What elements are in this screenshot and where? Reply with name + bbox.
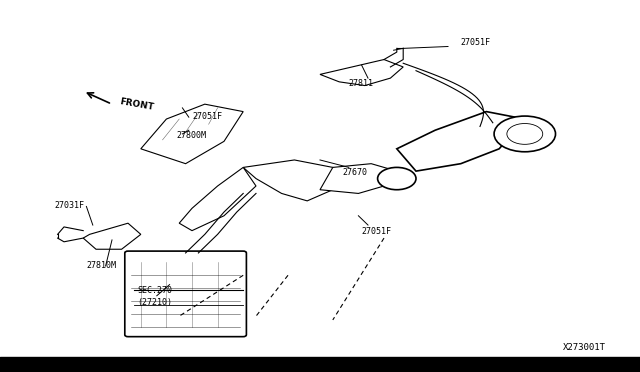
- Polygon shape: [320, 164, 397, 193]
- Text: 27800M: 27800M: [176, 131, 206, 140]
- Polygon shape: [397, 112, 525, 171]
- Polygon shape: [141, 104, 243, 164]
- Text: 27051F: 27051F: [362, 227, 392, 236]
- Polygon shape: [83, 223, 141, 249]
- Text: SEC.270
(27210): SEC.270 (27210): [138, 286, 173, 307]
- Text: 27810M: 27810M: [86, 261, 116, 270]
- Circle shape: [378, 167, 416, 190]
- Text: X273001T: X273001T: [563, 343, 606, 352]
- Text: 27051F: 27051F: [461, 38, 491, 46]
- Circle shape: [507, 124, 543, 144]
- Text: 27031F: 27031F: [54, 201, 84, 210]
- Polygon shape: [243, 160, 346, 201]
- Polygon shape: [320, 60, 403, 86]
- Text: 27670: 27670: [342, 168, 367, 177]
- Text: FRONT: FRONT: [118, 97, 154, 112]
- Polygon shape: [179, 167, 256, 231]
- FancyBboxPatch shape: [125, 251, 246, 337]
- Circle shape: [494, 116, 556, 152]
- Text: 27051F: 27051F: [192, 112, 222, 121]
- Text: 27811: 27811: [349, 78, 374, 87]
